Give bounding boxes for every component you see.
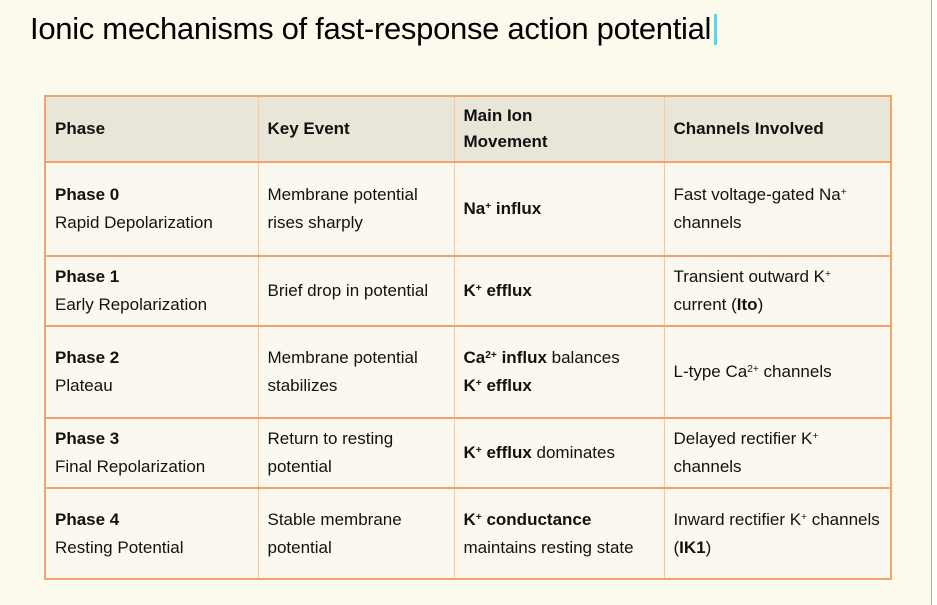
title-row: Ionic mechanisms of fast-response action… [30, 8, 718, 50]
cell-channels[interactable]: Delayed rectifier K+ channels [663, 417, 891, 488]
cell-ion-movement[interactable]: K+ efflux dominates [453, 417, 664, 488]
canvas-edge-scrollbar[interactable] [931, 0, 937, 605]
cell-channels[interactable]: L-type Ca2+ channels [663, 325, 891, 418]
cell-channels[interactable]: Fast voltage-gated Na+ channels [663, 162, 891, 256]
table-row-phase-2: Phase 2 Plateau Membrane potential stabil… [45, 325, 891, 418]
cell-ion-movement[interactable]: K+ efflux [453, 255, 664, 326]
cell-ion-movement[interactable]: Na+ influx [453, 162, 664, 256]
cell-channels[interactable]: Transient outward K+ current (Ito) [663, 255, 891, 326]
table-row-phase-4: Phase 4 Resting Potential Stable membrane… [45, 487, 891, 579]
cell-key-event[interactable]: Membrane potential stabilizes [257, 325, 454, 418]
text-cursor [714, 13, 718, 45]
cell-ion-movement[interactable]: K+ conductance maintains resting state [453, 487, 664, 579]
column-header-key-event[interactable]: Key Event [257, 96, 454, 163]
cell-key-event[interactable]: Brief drop in potential [257, 255, 454, 326]
table-header-row: Phase Key Event Main Ion Movement Channel… [45, 96, 891, 163]
column-header-main-ion-movement[interactable]: Main Ion Movement [453, 96, 664, 163]
ionic-mechanisms-table: Phase Key Event Main Ion Movement Channel… [44, 95, 892, 580]
cell-key-event[interactable]: Return to resting potential [257, 417, 454, 488]
cell-key-event[interactable]: Stable membrane potential [257, 487, 454, 579]
cell-ion-movement[interactable]: Ca2+ influx balances K+ efflux [453, 325, 664, 418]
cell-channels[interactable]: Inward rectifier K+ channels (IK1) [663, 487, 891, 579]
column-header-channels-involved[interactable]: Channels Involved [663, 96, 891, 163]
cell-phase[interactable]: Phase 4 Resting Potential [45, 487, 258, 579]
table-row-phase-0: Phase 0 Rapid Depolarization Membrane pot… [45, 162, 891, 256]
column-header-phase[interactable]: Phase [45, 96, 258, 163]
table-row-phase-1: Phase 1 Early Repolarization Brief drop i… [45, 255, 891, 326]
cell-phase[interactable]: Phase 0 Rapid Depolarization [55, 185, 213, 232]
page-title[interactable]: Ionic mechanisms of fast-response action… [30, 11, 712, 46]
cell-phase[interactable]: Phase 1 Early Repolarization [45, 255, 258, 326]
table-row-phase-3: Phase 3 Final Repolarization Return to re… [45, 417, 891, 488]
cell-key-event[interactable]: Membrane potential rises sharply [257, 162, 454, 256]
cell-phase[interactable]: Phase 3 Final Repolarization [45, 417, 258, 488]
cell-phase[interactable]: Phase 2 Plateau [45, 325, 258, 418]
